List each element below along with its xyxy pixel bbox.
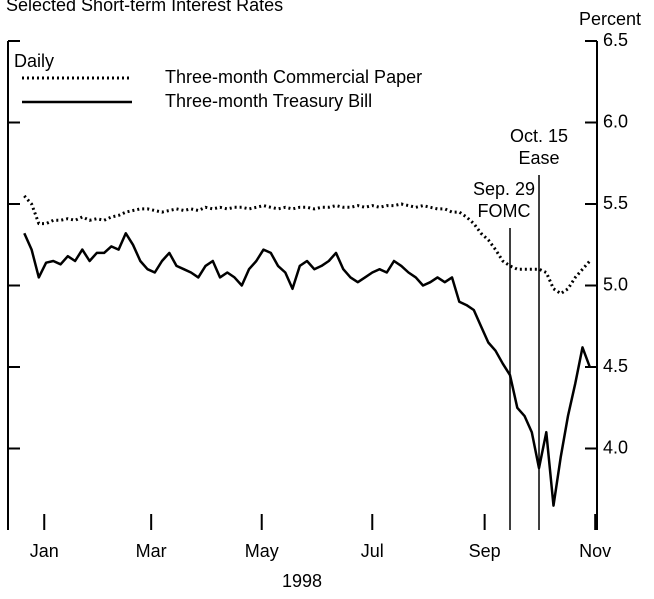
annotation-label: Ease [518,148,559,168]
x-tick-label: Jan [30,541,59,561]
annotation-label: Oct. 15 [510,126,568,146]
series-line [23,194,591,296]
annotation-label: FOMC [478,201,531,221]
y-axis-label: Percent [579,9,641,29]
x-tick-label: May [245,541,279,561]
x-tick-label: Mar [136,541,167,561]
y-tick-label: 6.5 [603,30,628,50]
y-tick-label: 5.5 [603,193,628,213]
y-tick-label: 6.0 [603,111,628,131]
legend-label: Three-month Commercial Paper [165,67,422,87]
x-tick-label: Nov [579,541,611,561]
x-tick-label: Jul [361,541,384,561]
x-axis-label: 1998 [282,571,322,591]
legend-label: Three-month Treasury Bill [165,91,372,111]
annotation-label: Sep. 29 [473,179,535,199]
y-tick-label: 4.0 [603,437,628,457]
chart-title: Selected Short-term Interest Rates [6,0,283,15]
y-tick-label: 5.0 [603,274,628,294]
y-tick-label: 4.5 [603,356,628,376]
frequency-label: Daily [14,51,54,71]
x-tick-label: Sep [469,541,501,561]
series-line [23,232,591,507]
